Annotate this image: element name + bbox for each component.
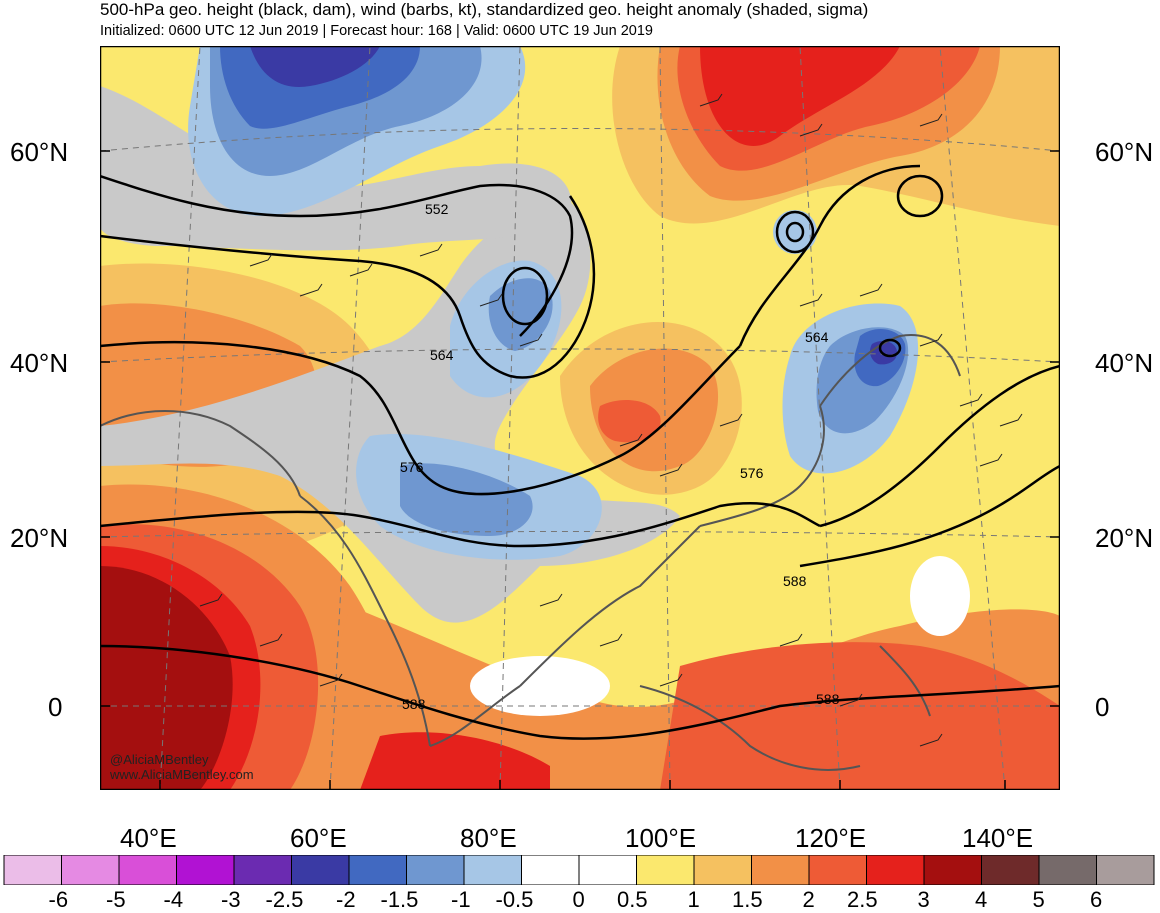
lat-label-20n-right: 20°N [1095,523,1154,553]
axis-ticks [100,150,1060,790]
colorbar-swatch [578,855,637,885]
lon-label-140e: 140°E [962,823,1034,853]
colorbar-swatch [866,855,925,885]
graticule [100,46,1060,790]
colorbar-label: -0.5 [495,887,534,912]
colorbar-swatch [406,855,465,885]
contour-label: 564 [805,329,829,345]
contour-label: 588 [783,573,807,589]
anomaly-region-siberia-max [700,46,900,146]
colorbar-swatch [233,855,292,885]
lon-label-100e: 100°E [625,823,697,853]
colorbar-swatch [981,855,1040,885]
colorbar-label: -2 [336,887,356,912]
anomaly-neutral-patch [470,656,610,716]
credit-twitter: @AliciaMBentley [110,752,209,767]
colorbar-swatch [61,855,120,885]
anomaly-neutral-patch [910,556,970,636]
wind-barbs [199,93,1023,747]
lat-label-40n: 40°N [10,348,69,378]
anomaly-map: 552 564 576 588 564 576 588 588 [100,46,1060,790]
colorbar-label: -3 [221,887,241,912]
colorbar-swatch [1038,855,1097,885]
anomaly-region-indian-ocean [360,732,550,790]
anomaly-trough-small [773,210,817,254]
contour-label: 564 [430,347,454,363]
height-contours [100,164,1060,740]
colorbar-label: 2 [802,887,815,912]
colorbar [3,855,1155,885]
lat-label-20n: 20°N [10,523,69,553]
lat-label-40n-right: 40°N [1095,348,1154,378]
map-title: 500-hPa geo. height (black, dam), wind (… [100,0,869,19]
colorbar-label: -4 [163,887,184,912]
colorbar-label: 3 [917,887,930,912]
contour-label: 588 [402,696,426,712]
anomaly-trough-north-max [250,46,380,87]
colorbar-label: -5 [106,887,126,912]
colorbar-swatch [636,855,695,885]
lat-label-0: 0 [48,692,63,722]
colorbar-swatch [1096,855,1155,885]
lat-label-60n: 60°N [10,137,69,167]
contour-label: 552 [425,201,449,217]
colorbar-swatch [808,855,867,885]
contour-label: 576 [740,465,764,481]
colorbar-swatch [176,855,235,885]
colorbar-swatch [291,855,350,885]
colorbar-swatch [521,855,580,885]
colorbar-label: -1.5 [380,887,419,912]
lat-label-60n-right: 60°N [1095,137,1154,167]
map-border [100,46,1060,790]
coastlines [100,334,961,771]
colorbar-swatch [693,855,752,885]
lon-label-60e: 60°E [290,823,347,853]
anomaly-trough-central-inner [488,278,553,351]
contour-label: 576 [400,459,424,475]
colorbar-label: 6 [1090,887,1103,912]
anomaly-region-china-core [598,400,661,443]
colorbar-label: 1 [687,887,700,912]
colorbar-swatch [118,855,177,885]
colorbar-label: -2.5 [265,887,304,912]
colorbar-label: 5 [1032,887,1045,912]
colorbar-label: 1.5 [732,887,763,912]
lat-label-0-right: 0 [1095,692,1110,722]
colorbar-swatch [463,855,522,885]
lon-label-120e: 120°E [795,823,867,853]
contour-label: 588 [816,691,840,707]
colorbar-label: 0.5 [617,887,648,912]
colorbar-swatch [751,855,810,885]
colorbar-swatch [923,855,982,885]
lon-label-80e: 80°E [460,823,517,853]
credit-website: www.AliciaMBentley.com [110,767,254,782]
colorbar-label: -1 [451,887,471,912]
colorbar-swatch [348,855,407,885]
colorbar-swatch [3,855,62,885]
lon-label-40e: 40°E [120,823,177,853]
colorbar-label: 4 [975,887,988,912]
colorbar-label: 2.5 [847,887,878,912]
colorbar-label: -6 [48,887,69,912]
map-subtitle: Initialized: 0600 UTC 12 Jun 2019 | Fore… [100,23,653,39]
colorbar-label: 0 [572,887,585,912]
